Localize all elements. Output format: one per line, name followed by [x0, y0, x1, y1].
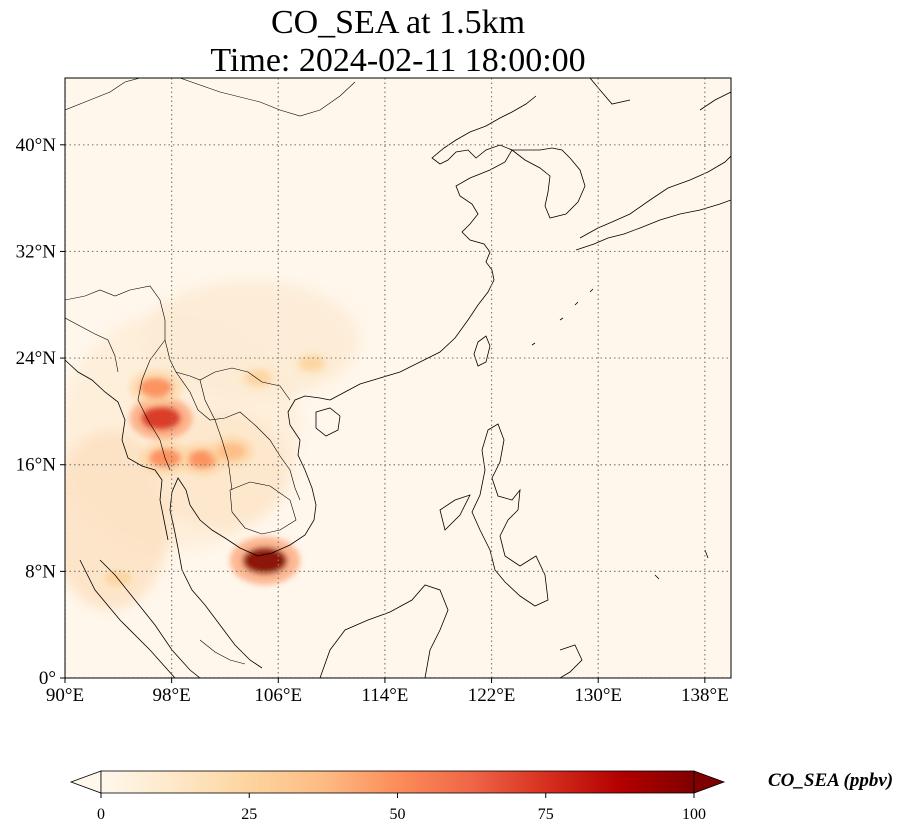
lat-tick-label: 24°N: [16, 348, 57, 369]
colorbar-tick-label: 50: [390, 806, 406, 823]
lon-tick-label: 130°E: [574, 685, 622, 706]
map-frame: [64, 77, 732, 679]
co-hotspot: [139, 377, 173, 398]
title-line-1: CO_SEA at 1.5km: [270, 4, 526, 41]
colorbar-tick-label: 100: [682, 806, 706, 823]
lat-tick-label: 16°N: [16, 455, 57, 476]
co-hotspot: [242, 547, 287, 574]
lon-tick-label: 90°E: [46, 685, 84, 706]
co-hotspot: [104, 569, 132, 587]
lat-tick-label: 40°N: [16, 135, 57, 156]
co-hotspot: [141, 406, 181, 430]
colorbar-label: CO_SEA (ppbv): [768, 770, 894, 791]
colorbar-gradient: [100, 770, 695, 794]
co-hotspot: [298, 355, 325, 372]
latitude-axis: 0° 8°N 16°N 24°N 32°N 40°N: [16, 135, 65, 689]
lon-tick-label: 138°E: [681, 685, 729, 706]
title-line-2: Time: 2024-02-11 18:00:00: [210, 42, 586, 79]
colorbar-min-extension: [69, 770, 102, 794]
country-borders: [65, 78, 356, 665]
co-hotspot: [217, 442, 246, 460]
gridlines: [65, 78, 731, 678]
lon-tick-label: 98°E: [153, 685, 191, 706]
longitude-axis: 90°E 98°E 106°E 114°E 122°E 130°E 138°E: [46, 678, 729, 706]
colorbar-tick-label: 75: [538, 806, 554, 823]
lon-tick-label: 114°E: [361, 685, 408, 706]
colorbar-tick-label: 0: [97, 806, 105, 823]
co-hotspot: [244, 369, 272, 387]
colorbar-max-extension: [693, 770, 726, 794]
lon-tick-label: 122°E: [468, 685, 516, 706]
colorbar-tick-label: 25: [241, 806, 257, 823]
colorbar-ticks: 0 25 50 75 100: [97, 793, 706, 823]
lat-tick-label: 0°: [39, 668, 56, 689]
lon-tick-label: 106°E: [254, 685, 302, 706]
chart-title: CO_SEA at 1.5km Time: 2024-02-11 18:00:0…: [0, 4, 796, 80]
colorbar: 0 25 50 75 100: [69, 770, 726, 823]
lat-tick-label: 32°N: [16, 241, 57, 262]
coastlines: [65, 78, 731, 678]
lat-tick-label: 8°N: [25, 561, 56, 582]
map-content: [65, 78, 731, 678]
